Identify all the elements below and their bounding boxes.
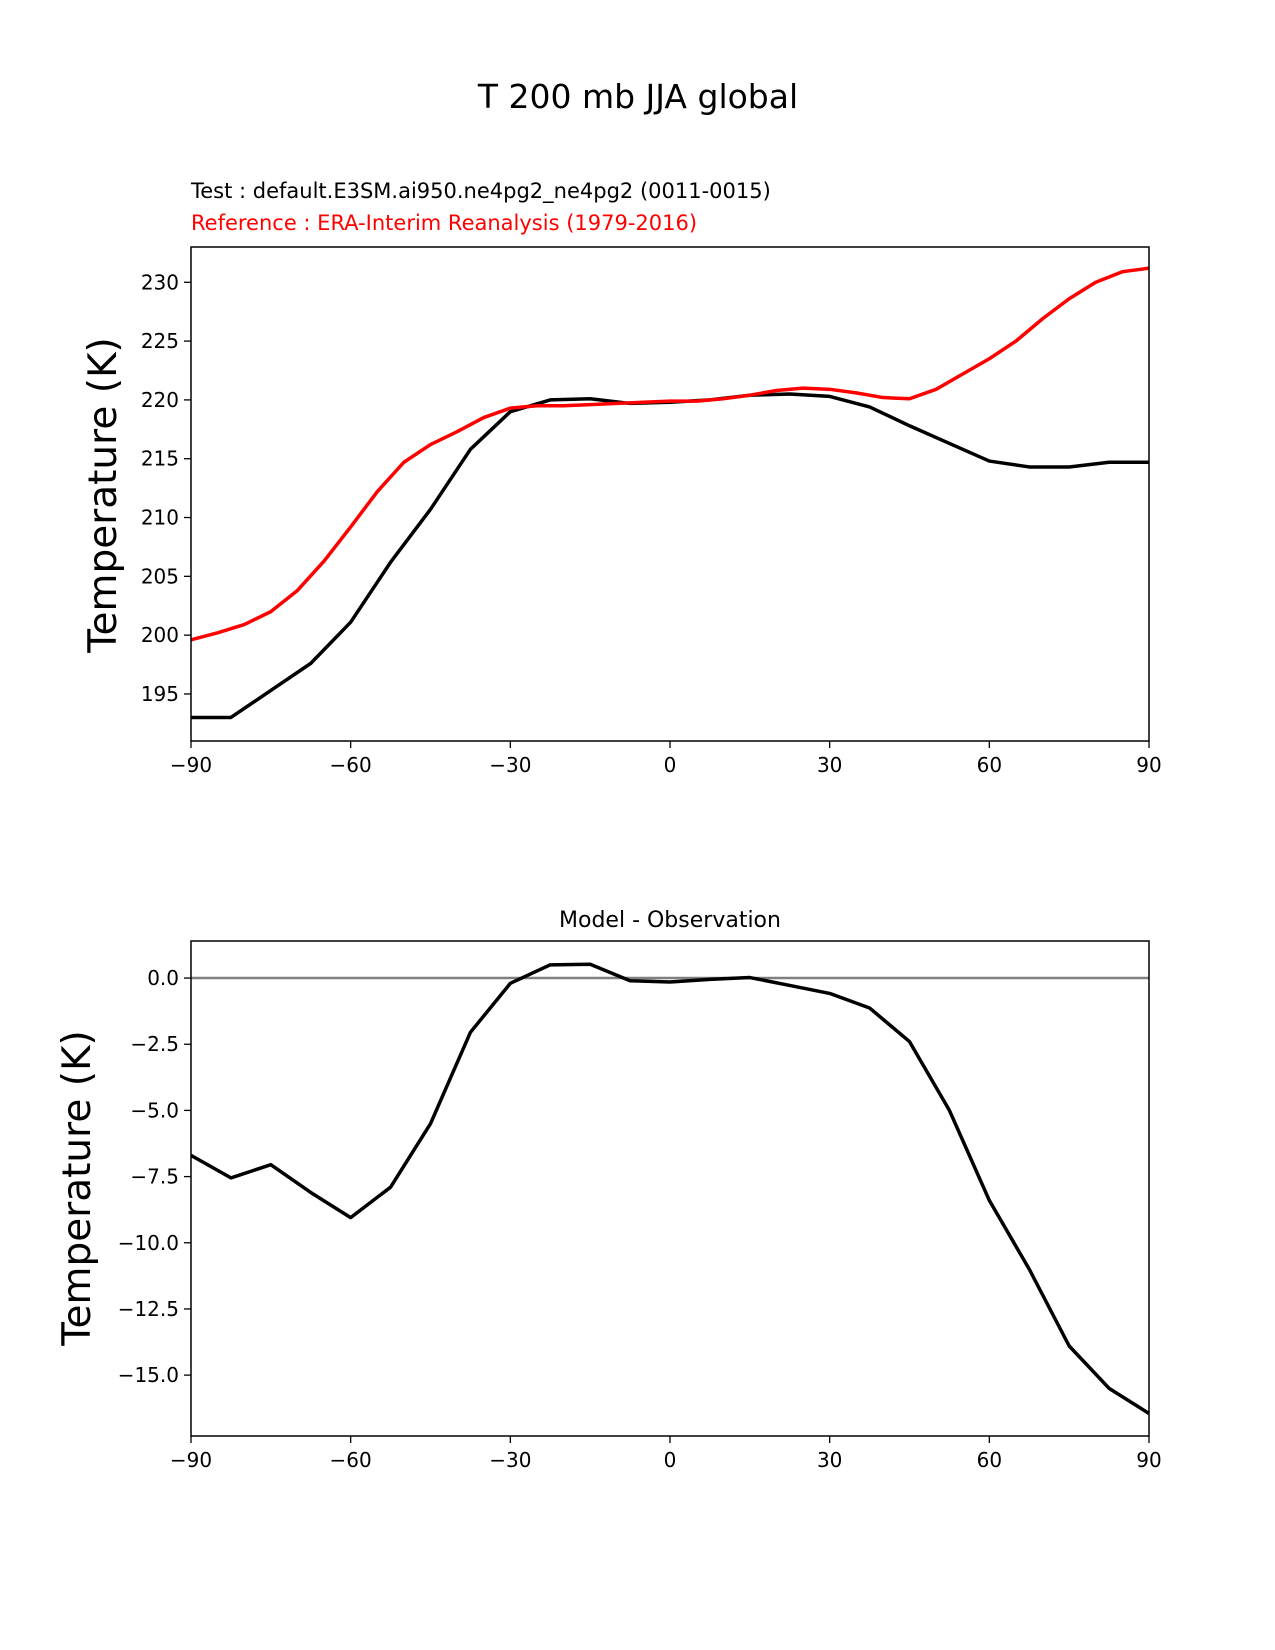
top-y-tick-label: 195 (141, 682, 179, 706)
bottom-y-tick-label: −7.5 (130, 1165, 179, 1189)
bottom-panel-title: Model - Observation (559, 908, 781, 933)
figure-title: T 200 mb JJA global (477, 77, 798, 116)
bottom-x-tick-label: −90 (170, 1448, 212, 1472)
bottom-y-tick-label: −2.5 (130, 1032, 179, 1056)
bottom-y-tick-label: −10.0 (118, 1231, 179, 1255)
top-y-tick-label: 230 (141, 270, 179, 294)
bottom-panel: Model - Observation Temperature (K) −90−… (55, 908, 1162, 1472)
bottom-series-model-observation-line (190, 962, 1150, 1415)
test-label: Test : default.E3SM.ai950.ne4pg2_ne4pg2 … (190, 179, 771, 204)
bottom-y-tick-label: −5.0 (130, 1098, 179, 1122)
top-x-tick-label: −60 (330, 753, 372, 777)
top-y-tick-label: 205 (141, 564, 179, 588)
bottom-x-tick-label: 0 (664, 1448, 677, 1472)
top-x-tick-label: −90 (170, 753, 212, 777)
top-y-tick-label: 225 (141, 329, 179, 353)
top-x-tick-label: 30 (817, 753, 842, 777)
top-plot-frame (190, 246, 1150, 742)
top-y-tick-label: 220 (141, 388, 179, 412)
top-x-tick-label: 0 (664, 753, 677, 777)
bottom-x-tick-label: 30 (817, 1448, 842, 1472)
bottom-ticks: −90 −60 −30 0 30 60 90 0.0 −2.5 −5.0 −7.5 −10.0 −12.… (118, 966, 1162, 1472)
top-y-tick-label: 210 (141, 506, 179, 530)
top-x-tick-label: 90 (1136, 753, 1161, 777)
top-plot-lines (190, 266, 1150, 720)
bottom-plot-frame (190, 940, 1150, 1437)
bottom-y-tick-label: −12.5 (118, 1297, 179, 1321)
top-x-tick-label: 60 (977, 753, 1002, 777)
bottom-y-axis-label: Temperature (K) (55, 1030, 100, 1346)
bottom-x-tick-label: 60 (977, 1448, 1002, 1472)
top-series-reference-line (190, 266, 1150, 642)
bottom-x-tick-label: 90 (1136, 1448, 1161, 1472)
bottom-plot-lines (190, 962, 1150, 1415)
bottom-x-tick-label: −60 (330, 1448, 372, 1472)
bottom-x-tick-label: −30 (489, 1448, 531, 1472)
reference-label: Reference : ERA-Interim Reanalysis (1979… (191, 211, 697, 235)
bottom-y-tick-label: 0.0 (147, 966, 179, 990)
top-x-tick-label: −30 (489, 753, 531, 777)
top-y-tick-label: 200 (141, 623, 179, 647)
top-y-axis-label: Temperature (K) (81, 337, 126, 653)
bottom-y-tick-label: −15.0 (118, 1363, 179, 1387)
top-y-tick-label: 215 (141, 447, 179, 471)
top-ticks: −90 −60 −30 0 30 60 90 195 200 205 210 215 220 225 230 (141, 270, 1162, 777)
top-panel: Test : default.E3SM.ai950.ne4pg2_ne4pg2 … (81, 179, 1162, 777)
